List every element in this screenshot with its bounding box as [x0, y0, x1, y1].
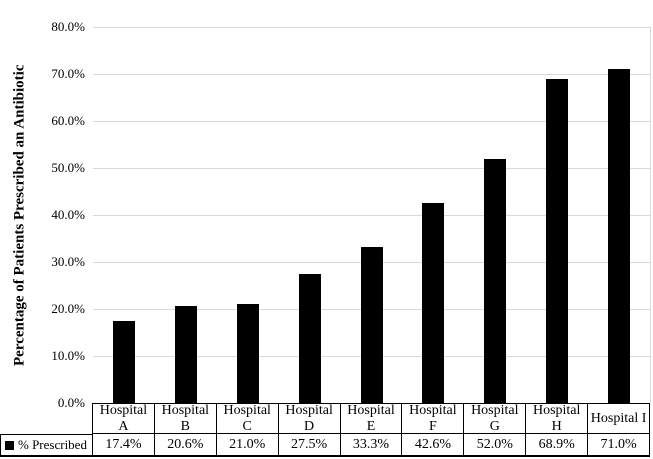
bar-hospital-f — [422, 202, 445, 403]
table-column: Hospital D 27.5% — [277, 403, 340, 457]
y-tick-label: 80.0% — [51, 19, 85, 34]
y-tick-label: 50.0% — [51, 160, 85, 175]
y-axis-ticks: 80.0% 70.0% 60.0% 50.0% 40.0% 30.0% 20.0% 10.0%… — [0, 0, 85, 459]
category-label: Hospital I — [588, 403, 650, 434]
y-tick-label: 40.0% — [51, 207, 85, 222]
gridline — [93, 121, 650, 122]
category-label: Hospital B — [154, 403, 216, 434]
gridline — [93, 27, 650, 28]
bar-hospital-i — [608, 69, 631, 403]
legend-cell: % Prescribed — [0, 434, 93, 457]
value-cell: 20.6% — [154, 434, 216, 457]
value-cell: 27.5% — [278, 434, 340, 457]
bar-hospital-e — [360, 246, 383, 403]
bar-hospital-b — [174, 306, 197, 403]
y-tick-label: 0.0% — [57, 395, 85, 410]
value-cell: 17.4% — [93, 434, 154, 457]
bar-hospital-d — [298, 273, 321, 403]
category-label: Hospital C — [216, 403, 278, 434]
value-cell: 68.9% — [526, 434, 588, 457]
y-tick-label: 60.0% — [51, 113, 85, 128]
bar-hospital-c — [236, 304, 259, 403]
legend-marker-icon — [5, 440, 14, 450]
table-column: Hospital B 20.6% — [153, 403, 216, 457]
value-cell: 42.6% — [402, 434, 464, 457]
category-label: Hospital F — [402, 403, 464, 434]
gridline — [93, 168, 650, 169]
data-table: % Prescribed Hospital A 17.4% Hospital B 20.6… — [0, 403, 653, 457]
value-cell: 71.0% — [588, 434, 650, 457]
value-cell: 52.0% — [464, 434, 526, 457]
table-column: Hospital G 52.0% — [463, 403, 526, 457]
bar-hospital-a — [112, 321, 135, 403]
category-label: Hospital D — [278, 403, 340, 434]
gridline — [93, 74, 650, 75]
y-tick-label: 30.0% — [51, 254, 85, 269]
table-column: Hospital A 17.4% — [92, 403, 154, 457]
value-cell: 21.0% — [216, 434, 278, 457]
category-label: Hospital A — [93, 403, 154, 434]
category-label: Hospital G — [464, 403, 526, 434]
table-column: Hospital I 71.0% — [587, 403, 651, 457]
bar-hospital-g — [484, 158, 507, 403]
value-cell: 33.3% — [340, 434, 402, 457]
table-column: Hospital E 33.3% — [339, 403, 402, 457]
y-tick-label: 70.0% — [51, 66, 85, 81]
y-tick-label: 10.0% — [51, 348, 85, 363]
table-column: Hospital H 68.9% — [525, 403, 588, 457]
table-column: Hospital C 21.0% — [215, 403, 278, 457]
table-column: Hospital F 42.6% — [401, 403, 464, 457]
category-label: Hospital H — [526, 403, 588, 434]
category-label: Hospital E — [340, 403, 402, 434]
legend-label: % Prescribed — [18, 437, 87, 452]
bar-hospital-h — [546, 79, 569, 403]
gridline — [93, 215, 650, 216]
y-tick-label: 20.0% — [51, 301, 85, 316]
plot-area — [93, 27, 651, 403]
table-columns: Hospital A 17.4% Hospital B 20.6% Hospital C 21.… — [92, 403, 651, 457]
